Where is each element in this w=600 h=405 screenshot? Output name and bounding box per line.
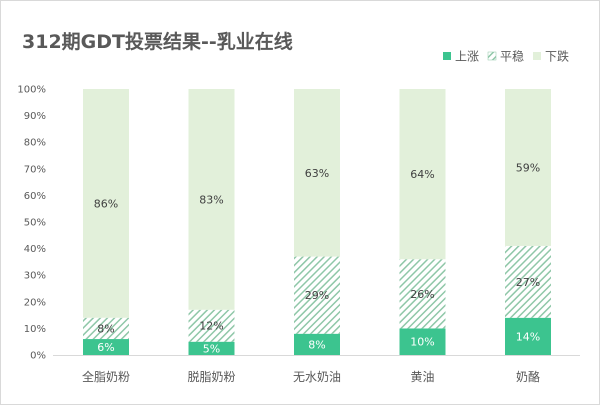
bar-segment	[505, 245, 551, 318]
y-tick-label: 10%	[24, 324, 46, 335]
y-tick-label: 20%	[24, 297, 46, 308]
category-label: 黄油	[410, 370, 434, 384]
legend-swatch	[443, 52, 451, 60]
y-tick-label: 0%	[30, 351, 46, 362]
y-axis: 0% 10% 20% 30% 40% 50% 60% 70% 80% 90% 100%	[17, 85, 46, 362]
y-tick-label: 100%	[17, 85, 46, 96]
category-label: 奶酪	[516, 369, 540, 384]
data-label: 8%	[308, 338, 325, 351]
y-tick-label: 80%	[24, 138, 46, 149]
data-label: 5%	[203, 342, 220, 355]
legend-label: 下跌	[545, 49, 569, 64]
bar-segment	[505, 89, 551, 246]
data-label: 83%	[199, 193, 223, 206]
legend-swatch	[533, 52, 541, 60]
bar-segment	[188, 341, 235, 355]
category-label: 无水奶油	[293, 370, 341, 384]
y-tick-label: 30%	[24, 271, 46, 282]
data-label: 63%	[305, 167, 329, 180]
chart-title: 312期GDT投票结果--乳业在线	[22, 30, 293, 53]
bar-segment	[188, 89, 235, 310]
legend-label: 平稳	[500, 49, 524, 64]
y-tick-label: 90%	[24, 111, 46, 122]
bar-segment	[399, 328, 446, 355]
data-label: 6%	[97, 341, 114, 354]
bar-segment	[83, 317, 129, 340]
bar-segment	[294, 333, 340, 355]
category-label: 全脂奶粉	[82, 369, 130, 384]
bar-segment	[83, 89, 129, 318]
y-tick-label: 40%	[24, 244, 46, 255]
bar-segment	[83, 339, 129, 355]
plot-area: 6% 8% 86% 5% 12% 83% 8% 29% 63% 10% 26% 64% 14% 27% 59…	[83, 89, 551, 355]
data-label: 26%	[410, 288, 434, 301]
legend: 上涨 平稳 下跌	[443, 49, 569, 64]
category-label: 脱脂奶粉	[187, 369, 235, 384]
data-label: 12%	[199, 320, 223, 333]
bar-segment	[294, 89, 340, 257]
legend-swatch	[487, 51, 497, 61]
bar-segment	[294, 256, 340, 334]
data-label: 64%	[410, 168, 434, 181]
bar-segment	[188, 309, 235, 342]
legend-label: 上涨	[455, 49, 479, 64]
data-label: 8%	[97, 322, 114, 335]
data-label: 29%	[305, 289, 329, 302]
y-tick-label: 70%	[24, 164, 46, 175]
bar-segment	[505, 317, 551, 355]
data-label: 14%	[516, 330, 540, 343]
bar-segment	[399, 259, 446, 329]
data-label: 27%	[516, 276, 540, 289]
y-tick-label: 50%	[24, 218, 46, 229]
data-label: 86%	[94, 197, 118, 210]
data-label: 59%	[516, 161, 540, 174]
y-tick-label: 60%	[24, 191, 46, 202]
x-axis: 全脂奶粉 脱脂奶粉 无水奶油 黄油 奶酪	[53, 355, 580, 384]
data-label: 10%	[410, 336, 434, 349]
bar-segment	[399, 89, 446, 260]
